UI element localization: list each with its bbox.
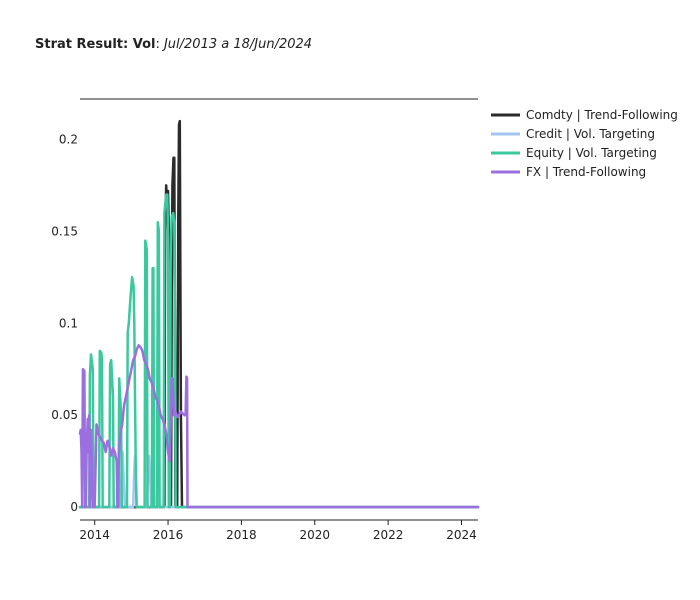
y-axis: 0 0.05 0.1 0.15 0.2 <box>51 132 78 514</box>
x-tick-label: 2016 <box>153 528 184 542</box>
x-tick-label: 2020 <box>299 528 330 542</box>
chart-title: Strat Result: Vol: Jul/2013 a 18/Jun/202… <box>35 37 312 52</box>
legend-label: Comdty | Trend-Following <box>526 108 678 122</box>
y-tick-label: 0 <box>70 500 78 514</box>
legend-item[interactable]: Comdty | Trend-Following <box>491 108 678 122</box>
series-line-1 <box>78 450 480 509</box>
x-tick-label: 2022 <box>373 528 404 542</box>
series-line-0 <box>78 119 480 509</box>
chart-title-italic: Jul/2013 a 18/Jun/2024 <box>163 37 313 52</box>
x-tick-label: 2024 <box>446 528 477 542</box>
chart-title-separator: : <box>155 37 164 52</box>
legend-item[interactable]: Credit | Vol. Targeting <box>491 127 655 141</box>
legend-item[interactable]: Equity | Vol. Targeting <box>491 146 657 160</box>
x-tick-label: 2014 <box>79 528 110 542</box>
plot-lines <box>78 119 480 509</box>
x-axis: 2014 2016 2018 2020 2022 2024 <box>79 520 477 542</box>
chart-title-bold: Strat Result: Vol <box>35 37 156 52</box>
y-tick-label: 0.15 <box>51 224 78 238</box>
legend-label: FX | Trend-Following <box>526 165 646 179</box>
y-tick-label: 0.05 <box>51 408 78 422</box>
axes-frame <box>80 98 478 521</box>
y-tick-label: 0.1 <box>59 316 78 330</box>
series-line-2 <box>78 193 480 509</box>
legend[interactable]: Comdty | Trend-Following Credit | Vol. Ta… <box>491 108 678 179</box>
legend-label: Equity | Vol. Targeting <box>526 146 657 160</box>
legend-label: Credit | Vol. Targeting <box>526 127 655 141</box>
y-tick-label: 0.2 <box>59 132 78 146</box>
x-tick-label: 2018 <box>226 528 257 542</box>
series-line-3 <box>78 344 480 509</box>
legend-item[interactable]: FX | Trend-Following <box>491 165 646 179</box>
